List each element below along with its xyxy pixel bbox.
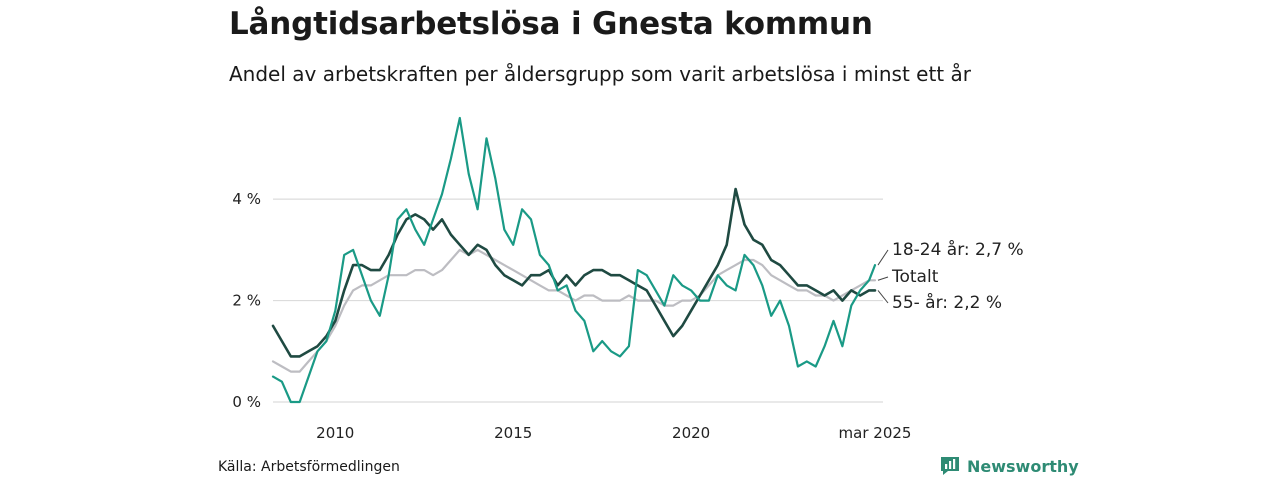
grid-layer (273, 198, 883, 403)
series-line-total (271, 248, 877, 373)
axis-layer: 0 % 2 % 4 % 2010 2015 2020 mar 2025 (232, 190, 911, 442)
brand-name: Newsworthy (967, 456, 1079, 476)
label-leader-youth (877, 249, 889, 266)
label-layer: Totalt 55- år: 2,2 % 18-24 år: 2,7 % (877, 239, 1024, 313)
chart-subtitle: Andel av arbetskraften per åldersgrupp s… (229, 62, 971, 86)
label-leader-senior (877, 290, 889, 304)
series-label-senior: 55- år: 2,2 % (892, 292, 1002, 313)
x-tick-label-2: 2020 (672, 424, 710, 442)
source-note: Källa: Arbetsförmedlingen (218, 459, 400, 475)
series-label-youth: 18-24 år: 2,7 % (892, 239, 1024, 260)
x-tick-label-0: 2010 (316, 424, 354, 442)
x-tick-label-3: mar 2025 (839, 424, 912, 442)
y-tick-label-0: 0 % (232, 393, 261, 411)
series-line-senior (271, 187, 877, 358)
brand-logo: Newsworthy (939, 455, 1079, 477)
bar-chart-icon (941, 457, 959, 475)
x-tick-label-1: 2015 (494, 424, 532, 442)
series-layer (271, 116, 877, 404)
series-label-total: Totalt (891, 267, 939, 287)
y-tick-label-1: 2 % (232, 292, 261, 310)
chart-title: Långtidsarbetslösa i Gnesta kommun (229, 6, 873, 42)
label-leader-total (877, 276, 889, 281)
series-line-youth (271, 116, 877, 404)
y-tick-label-2: 4 % (232, 190, 261, 208)
